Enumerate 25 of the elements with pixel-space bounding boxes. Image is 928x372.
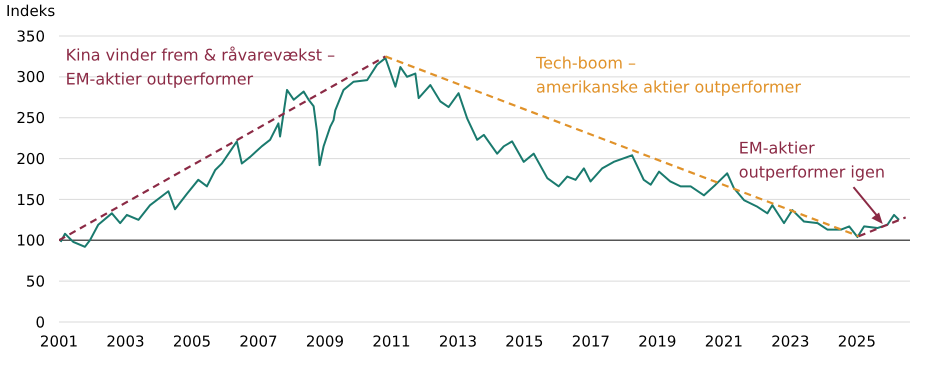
y-tick-label: 250	[16, 109, 45, 128]
x-tick-label: 2007	[239, 332, 278, 351]
y-tick-label: 350	[16, 27, 45, 46]
x-tick-label: 2003	[106, 332, 145, 351]
x-tick-label: 2011	[372, 332, 411, 351]
y-tick-label: 50	[26, 272, 45, 290]
annotation: Kina vinder frem & råvarevækst – EM-aktier outperformer	[66, 46, 336, 89]
y-tick-label: 100	[16, 232, 45, 250]
x-tick-label: 2019	[638, 332, 676, 351]
y-tick-label: 150	[16, 190, 45, 209]
annotation: EM-aktier outperformer igen	[738, 138, 885, 182]
x-tick-label: 2005	[172, 332, 212, 351]
y-axis-title: Indeks	[6, 2, 56, 20]
y-tick-label: 0	[35, 313, 45, 332]
x-tick-label: 2015	[505, 332, 544, 351]
x-tick-label: 2001	[40, 332, 78, 351]
x-tick-label: 2023	[771, 332, 810, 351]
x-tick-label: 2025	[838, 332, 876, 351]
x-tick-label: 2017	[572, 332, 610, 351]
x-tick-label: 2009	[306, 332, 344, 351]
x-tick-label: 2021	[704, 332, 743, 351]
y-tick-label: 300	[16, 68, 45, 86]
x-tick-label: 2013	[438, 332, 477, 351]
annotation: Tech-boom – amerikanske aktier outperformer	[535, 54, 802, 97]
y-tick-label: 200	[16, 150, 45, 168]
